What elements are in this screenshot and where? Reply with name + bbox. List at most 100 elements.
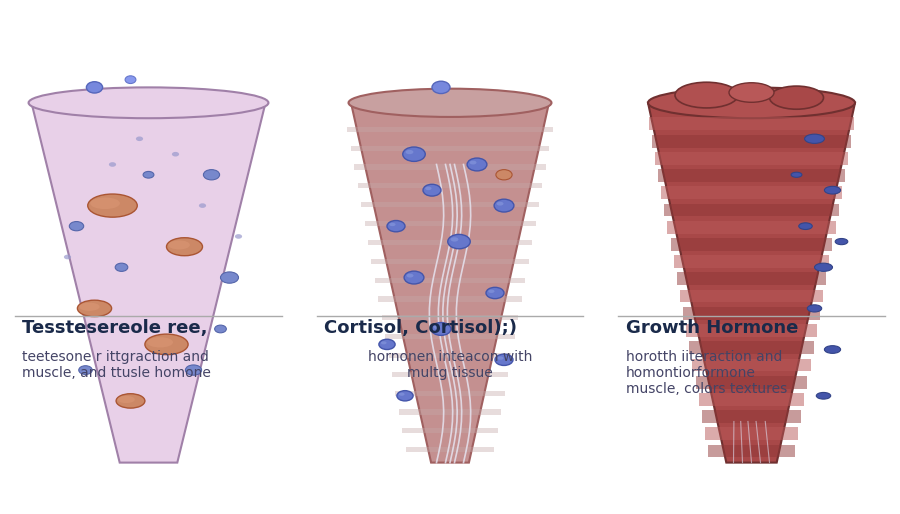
- Ellipse shape: [799, 223, 812, 229]
- Ellipse shape: [407, 273, 413, 278]
- Ellipse shape: [816, 393, 831, 399]
- Ellipse shape: [805, 134, 824, 143]
- Ellipse shape: [495, 354, 513, 365]
- Ellipse shape: [77, 300, 112, 317]
- Ellipse shape: [791, 172, 802, 177]
- Text: Tesstesereole ree,: Tesstesereole ree,: [22, 319, 208, 337]
- Ellipse shape: [109, 162, 116, 167]
- Polygon shape: [399, 410, 501, 415]
- Polygon shape: [683, 307, 820, 320]
- Polygon shape: [355, 164, 545, 170]
- Polygon shape: [705, 428, 798, 440]
- Ellipse shape: [389, 223, 395, 226]
- Ellipse shape: [835, 238, 848, 245]
- Ellipse shape: [770, 86, 824, 109]
- Polygon shape: [708, 445, 795, 457]
- Ellipse shape: [467, 158, 487, 171]
- Polygon shape: [395, 391, 505, 396]
- Ellipse shape: [199, 204, 206, 208]
- Ellipse shape: [348, 88, 552, 117]
- Polygon shape: [402, 428, 498, 433]
- Ellipse shape: [143, 172, 154, 178]
- Ellipse shape: [498, 356, 504, 360]
- Ellipse shape: [814, 263, 832, 271]
- Ellipse shape: [136, 137, 143, 141]
- Ellipse shape: [79, 366, 92, 374]
- Ellipse shape: [90, 197, 120, 209]
- Text: Growth Hormone: Growth Hormone: [626, 319, 798, 337]
- Ellipse shape: [69, 222, 84, 231]
- Ellipse shape: [215, 325, 227, 333]
- Polygon shape: [689, 341, 814, 354]
- Ellipse shape: [147, 337, 173, 347]
- Ellipse shape: [166, 237, 202, 255]
- Ellipse shape: [824, 346, 841, 354]
- Polygon shape: [649, 118, 854, 131]
- Polygon shape: [673, 255, 830, 268]
- Ellipse shape: [145, 334, 188, 355]
- Ellipse shape: [79, 303, 100, 311]
- Polygon shape: [655, 152, 848, 165]
- Ellipse shape: [86, 82, 103, 93]
- Ellipse shape: [29, 87, 268, 118]
- Ellipse shape: [220, 272, 238, 283]
- Ellipse shape: [434, 325, 440, 329]
- Ellipse shape: [824, 186, 841, 194]
- Polygon shape: [702, 410, 801, 423]
- Ellipse shape: [116, 394, 145, 408]
- Polygon shape: [347, 127, 553, 132]
- Ellipse shape: [118, 396, 135, 403]
- Ellipse shape: [496, 170, 512, 180]
- Polygon shape: [357, 183, 543, 189]
- Polygon shape: [648, 103, 855, 463]
- Polygon shape: [351, 103, 549, 463]
- Ellipse shape: [387, 221, 405, 232]
- Text: Cortisol, Cortisol);): Cortisol, Cortisol);): [324, 319, 517, 337]
- Polygon shape: [382, 315, 518, 320]
- Polygon shape: [32, 103, 266, 463]
- Polygon shape: [696, 376, 807, 389]
- Ellipse shape: [381, 341, 387, 344]
- Ellipse shape: [451, 237, 458, 242]
- Polygon shape: [372, 259, 528, 264]
- Ellipse shape: [404, 271, 424, 284]
- Polygon shape: [406, 447, 494, 452]
- Polygon shape: [680, 290, 824, 302]
- Ellipse shape: [64, 255, 71, 259]
- Ellipse shape: [115, 263, 128, 271]
- Polygon shape: [385, 334, 515, 339]
- Ellipse shape: [448, 234, 470, 249]
- Ellipse shape: [425, 187, 431, 190]
- Text: hornonen inteacon with
multg tissue: hornonen inteacon with multg tissue: [368, 350, 532, 380]
- Polygon shape: [670, 238, 832, 251]
- Polygon shape: [368, 240, 532, 245]
- Ellipse shape: [235, 234, 242, 238]
- Text: horotth iiteraction and
homontiorformone
muscle, colors textures: horotth iiteraction and homontiorformone…: [626, 350, 787, 396]
- Ellipse shape: [431, 323, 451, 335]
- Ellipse shape: [185, 365, 202, 375]
- Ellipse shape: [497, 201, 503, 206]
- Polygon shape: [692, 359, 811, 371]
- Ellipse shape: [807, 305, 822, 312]
- Ellipse shape: [470, 160, 476, 164]
- Polygon shape: [668, 221, 835, 233]
- Ellipse shape: [648, 87, 855, 118]
- Ellipse shape: [397, 391, 413, 401]
- Polygon shape: [361, 202, 539, 207]
- Ellipse shape: [406, 150, 413, 154]
- Ellipse shape: [489, 289, 495, 293]
- Ellipse shape: [88, 194, 137, 217]
- Polygon shape: [686, 324, 817, 337]
- Polygon shape: [662, 187, 842, 199]
- Ellipse shape: [675, 82, 738, 108]
- Ellipse shape: [203, 170, 220, 180]
- Ellipse shape: [172, 152, 179, 157]
- Ellipse shape: [168, 241, 190, 249]
- Ellipse shape: [125, 76, 136, 84]
- Polygon shape: [652, 135, 851, 148]
- Ellipse shape: [432, 81, 450, 94]
- Polygon shape: [677, 272, 826, 285]
- Polygon shape: [698, 393, 805, 406]
- Polygon shape: [664, 204, 839, 216]
- Ellipse shape: [486, 287, 504, 299]
